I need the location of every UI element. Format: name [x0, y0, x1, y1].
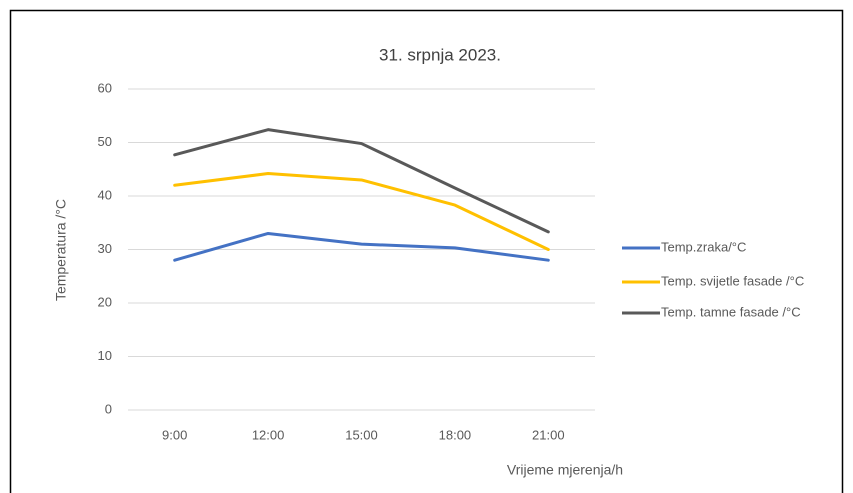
x-axis-label: Vrijeme mjerenja/h [507, 462, 623, 478]
legend-label: Temp.zraka/°C [661, 239, 746, 254]
x-tick-label: 12:00 [252, 427, 285, 442]
data-line [173, 128, 550, 234]
data-line [173, 172, 550, 251]
y-axis-label: Temperatura /°C [53, 199, 69, 301]
chart-frame [9, 9, 844, 493]
x-tick-label: 15:00 [345, 427, 378, 442]
y-tick-label: 10 [98, 348, 112, 363]
chart-title: 31. srpnja 2023. [379, 45, 501, 64]
legend-label: Temp. tamne fasade /°C [661, 304, 801, 319]
y-tick-label: 30 [98, 241, 112, 256]
y-tick-label: 20 [98, 294, 112, 309]
x-tick-label: 21:00 [532, 427, 565, 442]
data-line [173, 231, 550, 262]
y-tick-label: 50 [98, 134, 112, 149]
y-tick-label: 0 [105, 401, 112, 416]
x-tick-label: 9:00 [162, 427, 187, 442]
x-tick-label: 18:00 [439, 427, 472, 442]
y-tick-label: 40 [98, 187, 112, 202]
y-tick-label: 60 [98, 80, 112, 95]
legend-label: Temp. svijetle fasade /°C [661, 273, 804, 288]
